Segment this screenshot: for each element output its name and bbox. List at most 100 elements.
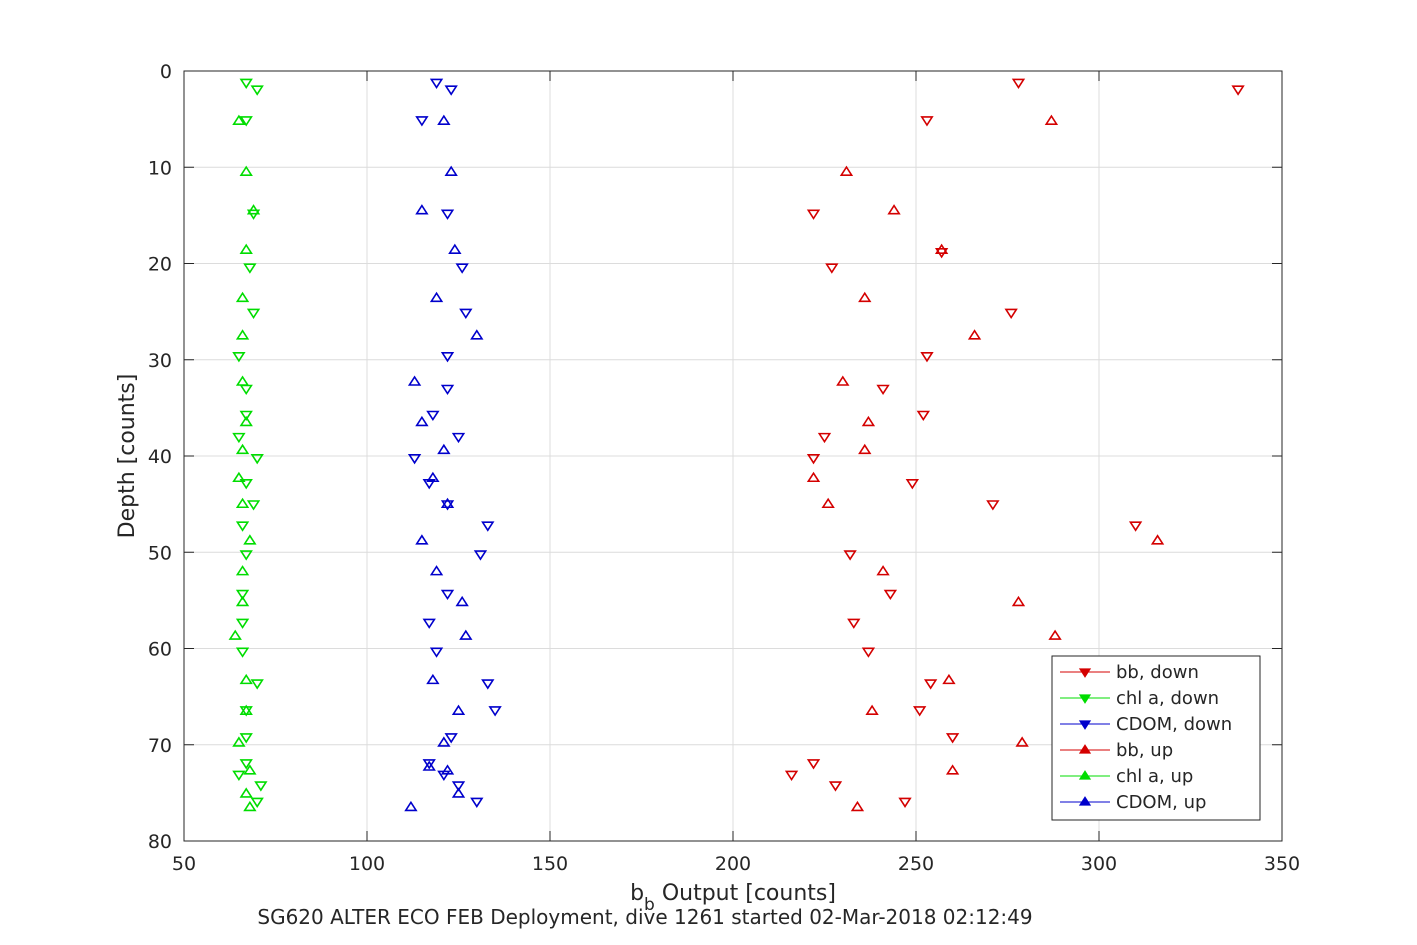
cdom-up-point [444,165,458,176]
chl-a-up-point [235,595,250,607]
chl-a-up-point [235,443,250,455]
cdom-up-point [440,764,455,775]
cdom-up-point [437,736,451,747]
cdom-up-point [426,471,440,483]
x-axis-label: bb Output [counts] [630,881,836,915]
legend-marker-chl-a-up [1078,770,1092,780]
legend-marker-bb-down [1078,668,1092,678]
chl-a-up-point [239,787,253,798]
legend-marker-chl-a-down [1078,694,1092,704]
bb-down-point [986,500,1000,511]
bb-down-point [806,454,821,465]
y-tick-label: 50 [148,542,172,564]
bb-down-point [945,733,960,744]
cdom-up-point [426,673,440,685]
cdom-up-point [429,291,444,303]
cdom-down-point [455,263,469,274]
legend-label-cdom-down: CDOM, down [1116,714,1232,735]
chl-a-up-point [232,736,246,747]
cdom-up-point [448,243,462,254]
bb-up-point [1150,534,1165,545]
bb-up-point [942,673,956,685]
bb-up-point [967,329,982,340]
chl-a-down-point [239,733,253,744]
chl-a-down-point [239,116,253,127]
y-tick-label: 40 [148,446,172,468]
chl-a-up-point [243,800,257,812]
x-tick-label: 100 [349,853,385,875]
cdom-down-point [473,550,488,561]
bb-down-point [806,209,821,220]
bb-down-point [883,589,898,601]
cdom-down-point [440,500,455,511]
chl-a-down-point [235,589,250,601]
chl-a-down-point [239,78,253,89]
chl-a-down-point [235,618,250,629]
cdom-down-point [426,410,440,422]
y-tick-label: 20 [148,254,172,276]
bb-up-point [934,243,949,254]
y-tick-label: 10 [148,157,172,179]
bb-down-point [923,679,938,690]
cdom-down-point [451,781,466,792]
chl-a-up-point [246,204,261,215]
legend-marker-bb-up [1078,744,1092,754]
legend-label-chl-a-up: chl a, up [1116,766,1193,787]
cdom-down-point [444,733,458,744]
x-tick-label: 300 [1081,853,1117,875]
cdom-down-point [459,308,473,320]
cdom-up-point [422,760,436,771]
cdom-up-point [451,787,466,798]
chl-a-down-point [232,770,246,782]
chl-a-up-point [235,329,250,340]
chl-a-down-point [239,759,253,770]
chl-a-up-point [239,415,253,427]
cdom-up-point [455,595,469,607]
bb-down-point [1128,521,1143,532]
chl-a-up-point [232,471,246,483]
cdom-up-point [437,114,451,125]
cdom-down-point [481,521,495,532]
bb-down-point [912,706,927,717]
bb-down-point [861,647,876,658]
bb-up-point [865,704,879,715]
legend-label-cdom-up: CDOM, up [1116,792,1206,813]
bb-down-point [1011,78,1026,89]
x-tick-label: 50 [172,853,196,875]
chl-a-down-point [246,500,261,511]
cdom-up-point [451,704,466,715]
bb-up-point [945,764,960,775]
chl-a-down-point [239,479,253,490]
legend-label-chl-a-down: chl a, down [1116,688,1219,709]
cdom-down-point [422,618,436,629]
legend: bb, down chl a, down CDOM, down bb, up chl a… [1051,655,1261,821]
cdom-up-point [459,629,473,640]
chl-a-up-point [243,534,257,545]
bb-up-point [806,471,821,483]
bb-down-point [1231,85,1245,96]
cdom-up-point [470,329,484,340]
legend-label-bb-up: bb, up [1116,740,1173,761]
chl-a-down-point [243,263,257,274]
bb-up-point [858,443,872,455]
chl-a-up-point [235,497,250,509]
cdom-down-point [440,589,455,601]
bb-up-point [1015,736,1029,747]
cdom-down-point [440,384,455,396]
plot-frame [183,70,1283,842]
chl-a-up-point [239,673,253,685]
bb-down-point [847,618,861,629]
chl-a-up-point [235,291,250,303]
cdom-up-point [429,565,444,576]
y-axis-ticks: 0 10 20 30 40 50 60 70 80 [148,61,1282,853]
legend-marker-cdom-down [1078,720,1092,730]
bb-up-point [1011,595,1026,607]
bb-down-point [920,116,934,127]
x-tick-label: 350 [1264,853,1300,875]
legend-box [1051,655,1261,821]
cdom-up-point [440,497,455,509]
bb-up-point [850,800,865,812]
bb-up-point [876,565,890,576]
y-tick-label: 0 [160,61,172,83]
